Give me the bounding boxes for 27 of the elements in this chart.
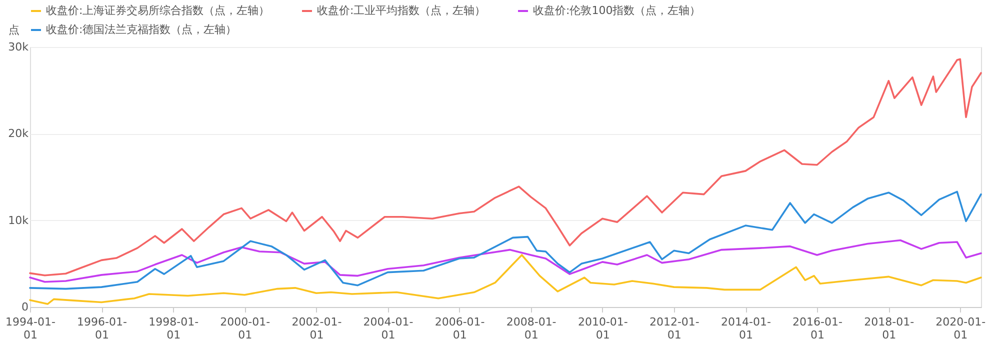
x-tick-label: 2002-01-01 [292, 316, 342, 342]
x-tick-label: 2020-01-01 [936, 316, 986, 342]
x-tick-label: 2018-01-01 [864, 316, 914, 342]
line-series [29, 239, 982, 283]
x-tick-label: 2004-01-01 [363, 316, 414, 342]
legend-label: 收盘价:上海证券交易所综合指数（点，左轴） [46, 4, 270, 17]
legend-label: 收盘价:工业平均指数（点，左轴） [317, 4, 486, 17]
y-tick-label: 30k [8, 40, 30, 54]
y-axis-title: 点 [8, 24, 20, 36]
x-tick-label: 1994-01-01 [6, 316, 56, 342]
x-tick-label: 2008-01-01 [506, 316, 556, 342]
x-tick-label: 1996-01-01 [77, 316, 127, 342]
y-tick-label: 20k [8, 127, 30, 140]
x-tick-label: 2014-01-01 [721, 316, 772, 342]
x-tick-label: 2010-01-01 [578, 316, 628, 342]
legend-label: 收盘价:伦敦100指数（点，左轴） [533, 4, 701, 17]
y-tick-label: 10k [8, 214, 30, 227]
x-tick-label: 2016-01-01 [792, 316, 843, 342]
y-tick-label: 0 [22, 300, 28, 314]
line-series [29, 190, 982, 290]
x-tick-label: 1998-01-01 [148, 316, 199, 342]
x-tick-label: 2012-01-01 [649, 316, 700, 342]
legend-label: 收盘价:德国法兰克福指数（点，左轴） [46, 23, 237, 36]
line-series [29, 254, 982, 305]
x-tick-label: 2000-01-01 [220, 316, 270, 342]
line-series [29, 58, 982, 276]
x-tick-label: 2006-01-01 [434, 316, 485, 342]
